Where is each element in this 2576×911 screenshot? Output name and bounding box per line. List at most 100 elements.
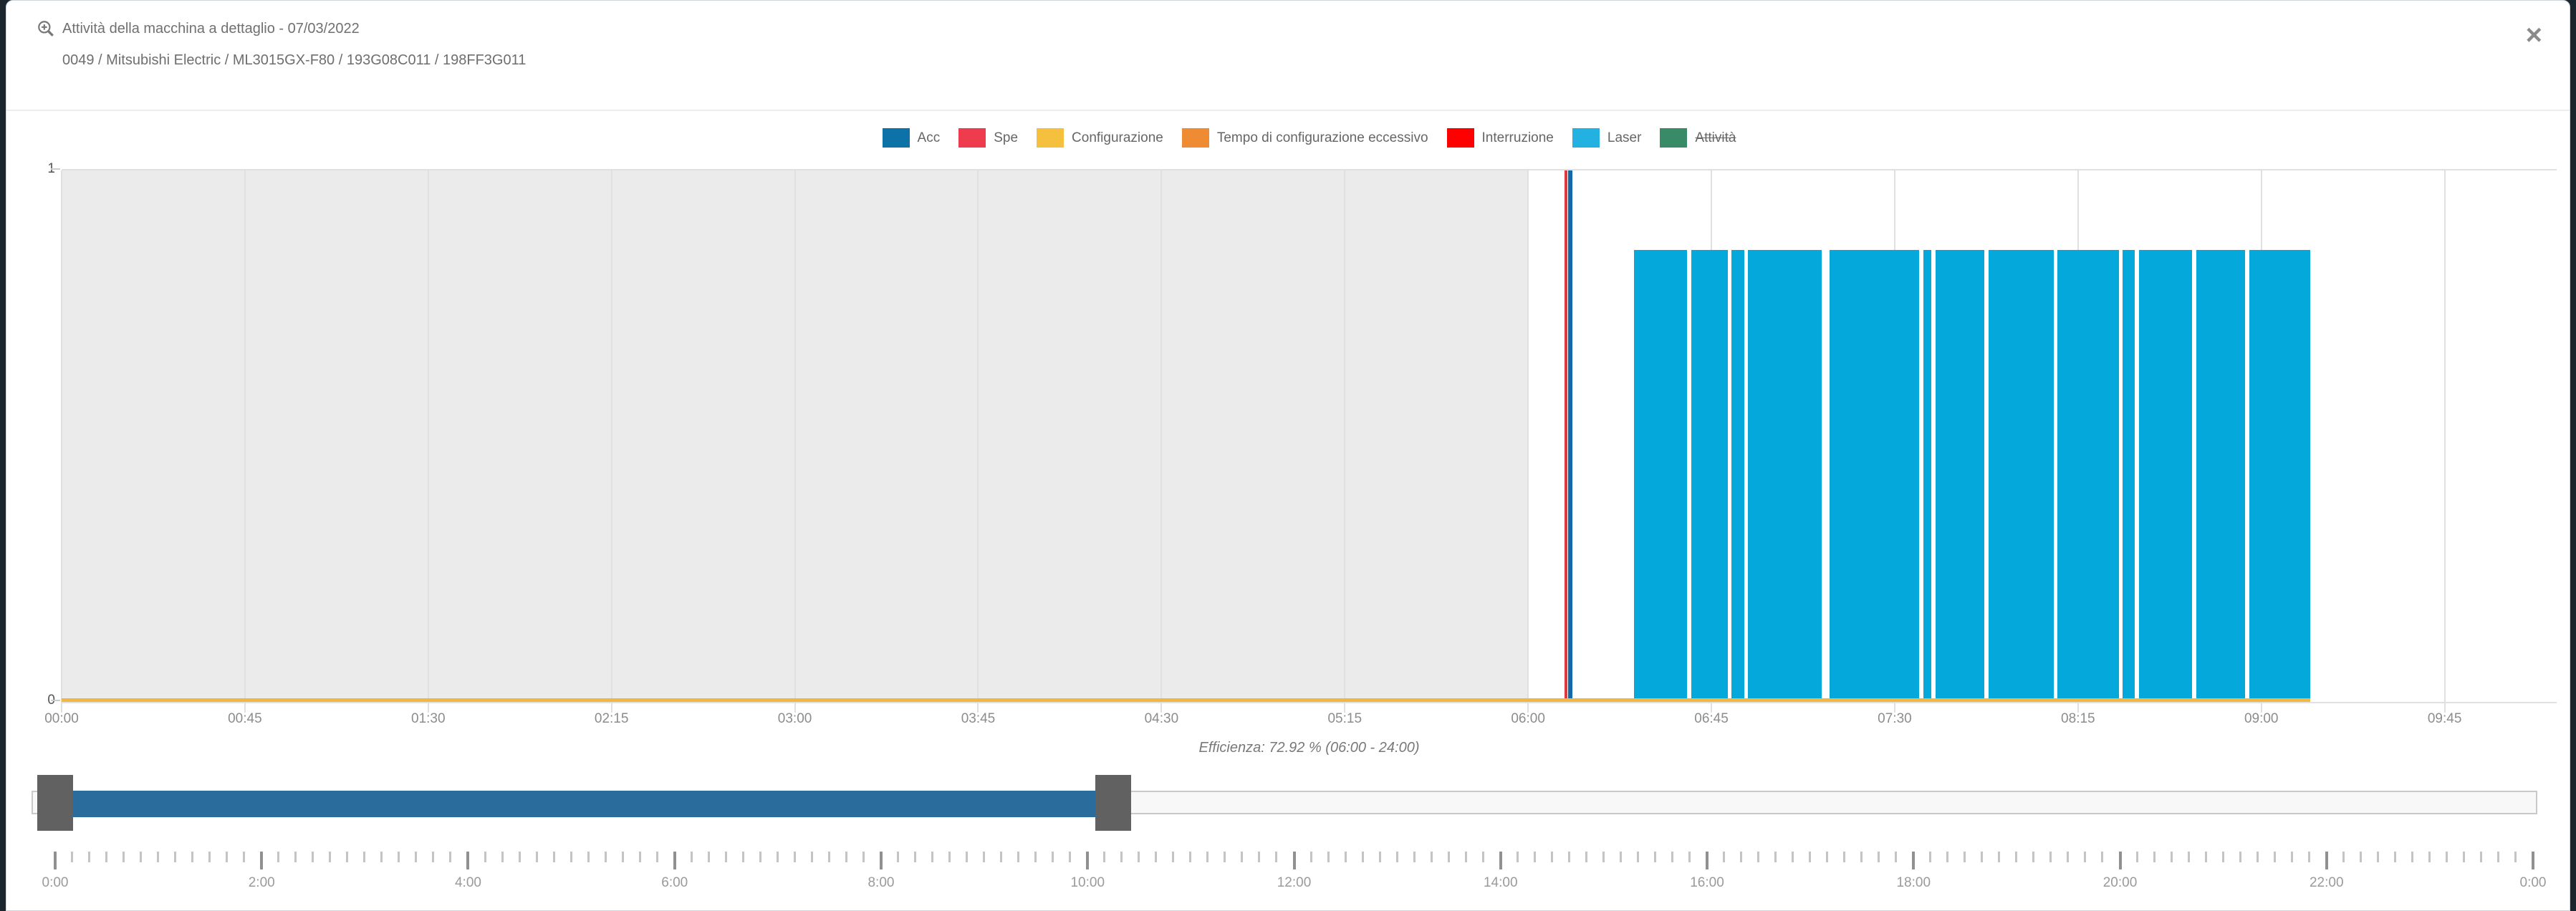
ruler-label: 2:00: [248, 875, 275, 890]
laser-bar-segment[interactable]: [1634, 250, 1687, 698]
ruler-minor-tick: [776, 852, 779, 862]
ruler-minor-tick: [1172, 852, 1175, 862]
gridline: [794, 170, 796, 702]
ruler-minor-tick: [2015, 852, 2018, 862]
ruler-minor-tick: [983, 852, 986, 862]
laser-bar-segment[interactable]: [1731, 250, 1744, 698]
ruler-minor-tick: [1464, 852, 1467, 862]
dialog-title: Attività della macchina a dettaglio - 07…: [62, 20, 360, 37]
slider-handle-left[interactable]: [37, 775, 73, 831]
ruler-minor-tick: [1946, 852, 1949, 862]
legend-item[interactable]: Spe: [958, 128, 1018, 148]
x-axis-tick: [427, 702, 429, 713]
ruler-minor-tick: [604, 852, 607, 862]
legend-swatch: [1446, 128, 1474, 148]
x-axis-tick: [1711, 702, 1713, 713]
ruler-minor-tick: [2273, 852, 2276, 862]
ruler-minor-tick: [2496, 852, 2499, 862]
ruler-label: 0:00: [42, 875, 69, 890]
legend-item[interactable]: Attività: [1660, 128, 1736, 148]
ruler-minor-tick: [1964, 852, 1966, 862]
ruler-minor-tick: [862, 852, 865, 862]
laser-bar-segment[interactable]: [1923, 250, 1932, 698]
x-axis-tick: [2077, 702, 2079, 713]
x-axis-tick-label: 09:45: [2427, 711, 2462, 726]
configurazione-baseline[interactable]: [62, 698, 2310, 702]
slider-selected-range[interactable]: [73, 791, 1096, 817]
ruler-minor-tick: [948, 852, 951, 862]
ruler-major-tick: [466, 852, 470, 869]
laser-bar-segment[interactable]: [1691, 250, 1728, 698]
laser-bar-segment[interactable]: [2139, 250, 2193, 698]
ruler-label: 8:00: [868, 875, 895, 890]
laser-bar-segment[interactable]: [1988, 250, 2054, 698]
ruler-minor-tick: [2445, 852, 2448, 862]
ruler-minor-tick: [1275, 852, 1278, 862]
legend-swatch: [1181, 128, 1209, 148]
ruler-minor-tick: [415, 852, 418, 862]
ruler-minor-tick: [1826, 852, 1829, 862]
ruler-minor-tick: [845, 852, 847, 862]
x-axis-tick-label: 02:15: [594, 711, 629, 726]
ruler-minor-tick: [1413, 852, 1416, 862]
ruler-minor-tick: [329, 852, 332, 862]
zoom-in-icon: [37, 19, 55, 38]
ruler-minor-tick: [724, 852, 727, 862]
efficiency-note: Efficienza: 72.92 % (06:00 - 24:00): [1198, 740, 1420, 756]
laser-bar-segment[interactable]: [1935, 250, 1985, 698]
ruler-minor-tick: [312, 852, 314, 862]
ruler-major-tick: [1705, 852, 1708, 869]
x-axis-tick-label: 03:00: [777, 711, 812, 726]
ruler-major-tick: [1292, 852, 1296, 869]
ruler-major-tick: [2118, 852, 2122, 869]
laser-bar-segment[interactable]: [1748, 250, 1822, 698]
interruzione-event-marker[interactable]: [1565, 170, 1568, 702]
ruler-major-tick: [1912, 852, 1916, 869]
laser-bar-segment[interactable]: [2057, 250, 2119, 698]
ruler-minor-tick: [346, 852, 349, 862]
ruler-minor-tick: [1516, 852, 1519, 862]
ruler-minor-tick: [1998, 852, 2001, 862]
ruler-minor-tick: [1344, 852, 1347, 862]
ruler-minor-tick: [1723, 852, 1726, 862]
ruler-minor-tick: [2170, 852, 2173, 862]
legend-item[interactable]: Acc: [882, 128, 941, 148]
ruler-minor-tick: [2153, 852, 2156, 862]
close-icon[interactable]: ×: [2525, 19, 2542, 51]
ruler-minor-tick: [71, 852, 74, 862]
laser-bar-segment[interactable]: [2249, 250, 2310, 698]
ruler-minor-tick: [122, 852, 125, 862]
legend-swatch: [1660, 128, 1688, 148]
x-axis-tick: [794, 702, 796, 713]
x-axis-tick-label: 01:30: [411, 711, 446, 726]
ruler-minor-tick: [1567, 852, 1570, 862]
legend-item[interactable]: Interruzione: [1446, 128, 1554, 148]
ruler-minor-tick: [380, 852, 383, 862]
laser-bar-segment[interactable]: [1829, 250, 1920, 698]
ruler-minor-tick: [810, 852, 813, 862]
legend-item[interactable]: Laser: [1572, 128, 1641, 148]
ruler-minor-tick: [2256, 852, 2259, 862]
acc-event-marker[interactable]: [1567, 170, 1572, 702]
legend-item[interactable]: Configurazione: [1037, 128, 1163, 148]
legend-swatch: [958, 128, 986, 148]
ruler-minor-tick: [2204, 852, 2207, 862]
ruler-minor-tick: [2479, 852, 2482, 862]
legend-swatch: [1572, 128, 1600, 148]
ruler-minor-tick: [2514, 852, 2517, 862]
ruler-minor-tick: [1843, 852, 1846, 862]
x-axis-tick: [244, 702, 246, 713]
x-axis-tick-label: 06:00: [1511, 711, 1545, 726]
ruler-major-tick: [54, 852, 57, 869]
ruler-minor-tick: [1929, 852, 1932, 862]
legend-label: Acc: [917, 130, 941, 145]
laser-bar-segment[interactable]: [2123, 250, 2135, 698]
ruler-minor-tick: [140, 852, 143, 862]
laser-bar-segment[interactable]: [2196, 250, 2245, 698]
legend-item[interactable]: Tempo di configurazione eccessivo: [1181, 128, 1428, 148]
ruler-major-tick: [879, 852, 883, 869]
ruler-minor-tick: [363, 852, 366, 862]
slider-handle-right[interactable]: [1095, 775, 1132, 831]
ruler-minor-tick: [1224, 852, 1226, 862]
ruler-minor-tick: [1120, 852, 1123, 862]
